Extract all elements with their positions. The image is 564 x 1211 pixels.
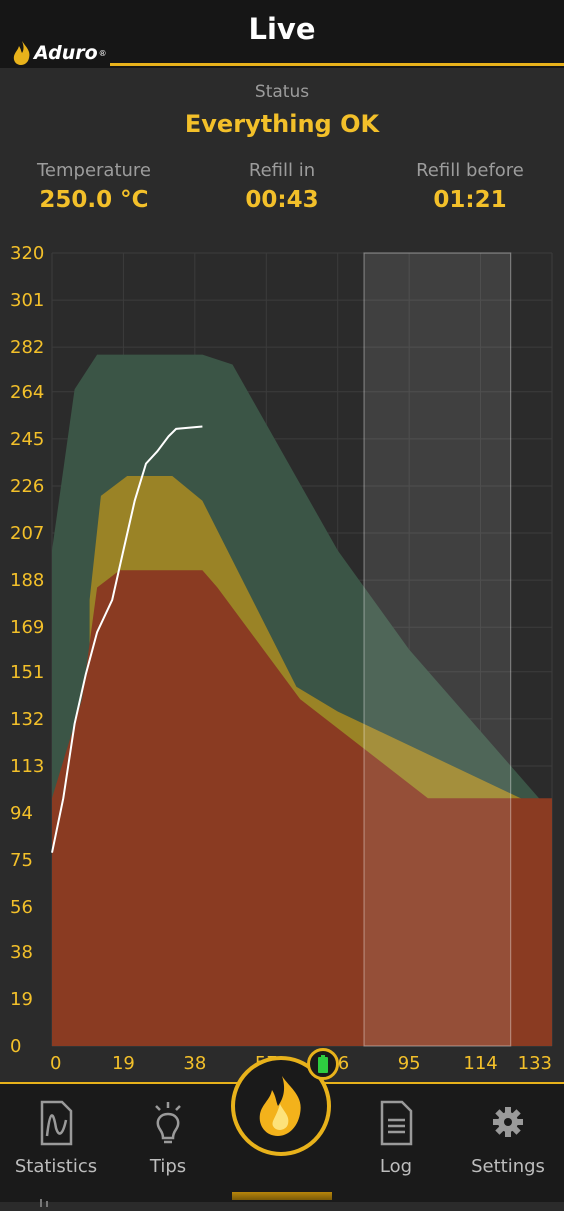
aduro-logo: Aduro ® xyxy=(12,40,107,66)
nav-tips[interactable]: Tips xyxy=(112,1100,224,1177)
logo-registered-mark: ® xyxy=(98,48,107,58)
temperature-line xyxy=(51,425,203,853)
top-bar xyxy=(0,0,564,68)
flame-icon xyxy=(259,1076,301,1136)
document-icon xyxy=(380,1100,413,1146)
y-tick-label: 207 xyxy=(10,523,44,544)
peek-icon xyxy=(40,1199,48,1207)
x-tick-label: 133 xyxy=(518,1053,552,1074)
y-axis-ticks: 0 19 38 56 75 94 113 132 151 169 188 207 226 245 264 28… xyxy=(10,243,44,1057)
battery-icon xyxy=(318,1055,328,1073)
nav-settings-label: Settings xyxy=(471,1156,545,1177)
page-title: Live xyxy=(248,12,316,46)
statistics-peek xyxy=(36,1192,76,1207)
y-tick-label: 282 xyxy=(10,337,44,358)
y-tick-label: 188 xyxy=(10,570,44,591)
refill-before-value: 01:21 xyxy=(433,187,507,213)
y-tick-label: 320 xyxy=(10,243,44,264)
status-value: Everything OK xyxy=(184,110,380,138)
temperature-value: 250.0 °C xyxy=(39,187,149,213)
chart-highlight xyxy=(363,252,512,1047)
nav-log[interactable]: Log xyxy=(340,1100,452,1177)
x-tick-label: 0 xyxy=(50,1053,61,1074)
refill-in-value: 00:43 xyxy=(245,187,319,213)
y-tick-label: 245 xyxy=(10,429,44,450)
refill-before-metric: Refill before 01:21 xyxy=(376,160,564,213)
x-tick-label: 95 xyxy=(398,1053,421,1074)
y-tick-label: 132 xyxy=(10,709,44,730)
header-accent-line xyxy=(110,63,564,66)
zone-red xyxy=(52,570,552,1046)
y-tick-label: 75 xyxy=(10,850,33,871)
nav-log-label: Log xyxy=(379,1156,413,1177)
y-tick-label: 151 xyxy=(10,662,44,683)
logo-text: Aduro xyxy=(34,42,98,64)
nav-settings[interactable]: Settings xyxy=(452,1100,564,1177)
temperature-label: Temperature xyxy=(36,160,152,181)
refill-in-metric: Refill in 00:43 xyxy=(188,160,376,213)
x-tick-label: 114 xyxy=(463,1053,497,1074)
refill-window xyxy=(363,252,512,1047)
y-tick-label: 301 xyxy=(10,290,44,311)
refill-before-label: Refill before xyxy=(416,160,524,181)
nav-statistics[interactable]: Statistics xyxy=(0,1100,112,1177)
temperature-metric: Temperature 250.0 °C xyxy=(0,160,188,213)
chart-series xyxy=(51,425,203,853)
gear-icon xyxy=(493,1107,523,1137)
y-tick-label: 113 xyxy=(10,756,44,777)
fab-peek xyxy=(232,1192,332,1200)
x-tick-label: 19 xyxy=(112,1053,135,1074)
nav-tips-label: Tips xyxy=(149,1156,187,1177)
y-tick-label: 264 xyxy=(10,382,44,403)
lightbulb-icon xyxy=(155,1102,181,1144)
y-tick-label: 56 xyxy=(10,897,33,918)
x-tick-label: 38 xyxy=(183,1053,206,1074)
y-tick-label: 38 xyxy=(10,942,33,963)
y-tick-label: 94 xyxy=(10,803,33,824)
battery-status xyxy=(307,1048,339,1080)
statistics-icon xyxy=(40,1100,73,1146)
flame-logo-icon xyxy=(13,41,30,65)
nav-statistics-label: Statistics xyxy=(14,1156,98,1177)
chart-zones xyxy=(52,354,552,1047)
y-tick-label: 226 xyxy=(10,476,44,497)
y-tick-label: 19 xyxy=(10,989,33,1010)
y-tick-label: 169 xyxy=(10,617,44,638)
y-tick-label: 0 xyxy=(10,1036,21,1057)
refill-in-label: Refill in xyxy=(248,160,316,181)
temperature-chart[interactable]: 0 19 38 56 75 94 113 132 151 169 188 207 226 245 264 28… xyxy=(0,230,564,1080)
status-label: Status xyxy=(254,82,310,102)
